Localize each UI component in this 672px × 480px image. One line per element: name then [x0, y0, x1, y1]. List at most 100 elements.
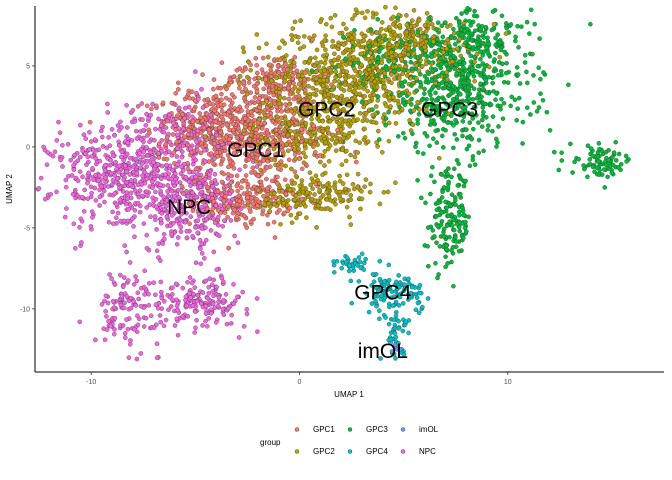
data-point-gpc2: [256, 45, 262, 51]
data-point-gpc3: [429, 78, 435, 83]
data-point-npc: [186, 111, 191, 117]
data-point-npc: [181, 191, 186, 197]
data-point-gpc3: [490, 80, 495, 86]
data-point-gpc2: [293, 193, 299, 198]
data-point-gpc2: [370, 14, 376, 20]
data-point-npc: [144, 189, 149, 194]
data-point-npc: [128, 305, 134, 311]
data-point-gpc3: [448, 51, 453, 56]
data-point-gpc2: [361, 38, 367, 43]
data-point-npc: [102, 199, 107, 205]
data-point-gpc1: [192, 179, 197, 184]
data-point-gpc2: [297, 46, 303, 51]
data-point-gpc3: [370, 107, 375, 112]
data-point-npc: [169, 203, 175, 208]
data-point-gpc3: [496, 73, 501, 78]
data-point-npc: [195, 218, 201, 223]
data-point-gpc3: [440, 70, 445, 75]
data-point-npc: [127, 182, 133, 187]
data-point-gpc3: [456, 248, 462, 254]
data-point-gpc3: [415, 149, 421, 155]
data-point-gpc2: [245, 74, 250, 80]
data-point-gpc3: [610, 162, 616, 168]
data-point-npc: [221, 312, 227, 317]
data-point-gpc3: [494, 91, 499, 96]
data-point-npc: [186, 179, 192, 184]
data-point-npc: [78, 154, 83, 160]
data-point-npc: [140, 173, 145, 178]
data-point-gpc2: [387, 90, 392, 95]
data-point-gpc3: [437, 244, 443, 249]
data-point-npc: [99, 128, 104, 134]
data-point-gpc3: [512, 97, 518, 103]
data-point-gpc1: [273, 121, 278, 126]
data-point-npc: [142, 292, 147, 297]
data-point-gpc2: [344, 62, 349, 67]
data-point-gpc1: [227, 97, 233, 103]
data-point-gpc1: [187, 221, 192, 226]
data-point-gpc1: [210, 206, 216, 211]
data-point-gpc3: [472, 28, 478, 33]
data-point-gpc3: [447, 234, 452, 240]
data-point-npc: [73, 246, 78, 251]
data-point-gpc2: [400, 71, 405, 77]
data-point-gpc3: [433, 128, 438, 134]
data-point-gpc1: [272, 235, 278, 240]
data-point-gpc1: [245, 109, 251, 114]
legend-swatch-gpc2: [294, 449, 300, 454]
data-point-gpc3: [500, 61, 505, 67]
data-point-npc: [212, 171, 218, 177]
data-point-gpc1: [296, 81, 302, 87]
data-point-npc: [126, 278, 131, 283]
data-point-gpc1: [222, 111, 227, 117]
data-point-gpc3: [478, 73, 483, 78]
data-point-npc: [180, 149, 185, 154]
data-point-gpc3: [479, 124, 485, 129]
data-point-gpc1: [260, 126, 265, 131]
data-point-npc: [151, 171, 157, 177]
data-point-gpc2: [258, 167, 263, 173]
data-point-gpc1: [205, 97, 210, 102]
data-point-gpc3: [427, 89, 432, 95]
data-point-gpc1: [200, 72, 205, 77]
data-point-npc: [218, 203, 223, 208]
data-point-gpc2: [320, 128, 326, 134]
data-point-gpc1: [292, 152, 298, 157]
data-point-gpc4: [332, 270, 337, 275]
data-point-gpc2: [503, 31, 509, 36]
data-point-gpc1: [235, 188, 240, 194]
data-point-gpc3: [508, 22, 514, 27]
data-point-gpc1: [219, 97, 224, 102]
data-point-gpc1: [317, 153, 323, 158]
data-point-gpc1: [225, 214, 230, 220]
data-point-gpc1: [302, 70, 308, 76]
data-point-gpc2: [329, 137, 335, 142]
data-point-gpc3: [446, 179, 451, 185]
data-point-npc: [158, 217, 164, 222]
data-point-gpc3: [343, 56, 348, 61]
data-point-gpc3: [454, 137, 460, 142]
data-point-npc: [184, 229, 190, 234]
data-point-gpc3: [445, 185, 451, 190]
data-point-gpc1: [226, 245, 231, 251]
data-point-gpc1: [230, 127, 236, 133]
data-point-gpc3: [538, 76, 543, 82]
data-point-gpc1: [215, 189, 221, 194]
data-point-npc: [161, 129, 167, 135]
data-point-gpc2: [375, 144, 380, 149]
data-point-gpc3: [451, 283, 456, 289]
legend-swatch-npc: [400, 449, 406, 454]
data-point-gpc1: [280, 189, 285, 194]
data-point-npc: [132, 188, 138, 193]
data-point-gpc3: [402, 79, 408, 84]
data-point-npc: [103, 162, 108, 168]
data-point-gpc2: [372, 79, 378, 85]
data-point-npc: [70, 192, 76, 197]
data-point-gpc2: [336, 79, 341, 84]
y-tick-label: -5: [24, 225, 30, 232]
data-point-npc: [96, 147, 102, 152]
data-point-gpc1: [214, 150, 220, 155]
cluster-label-gpc1: GPC1: [227, 139, 284, 162]
data-point-npc: [167, 112, 172, 118]
data-point-gpc2: [391, 14, 396, 20]
